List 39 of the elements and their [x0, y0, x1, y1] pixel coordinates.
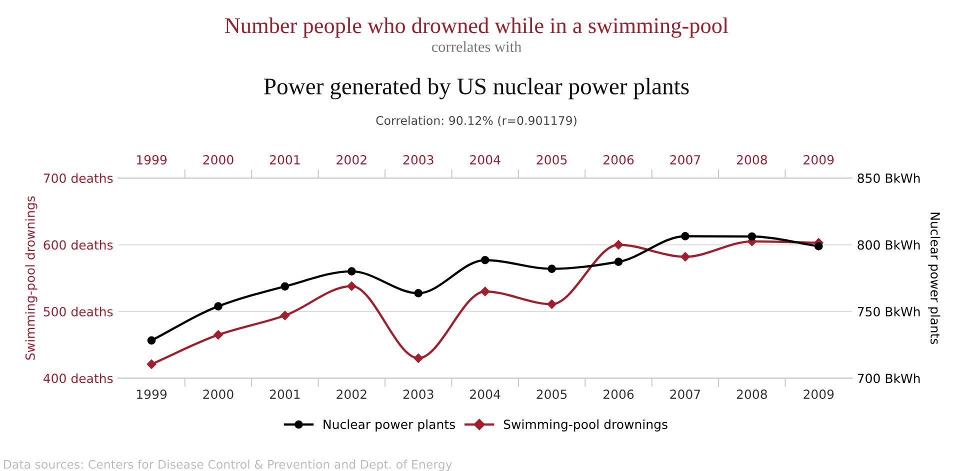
y-axis-title: Swimming-pool drownings — [25, 196, 38, 360]
x-tick-label: 1999 — [136, 390, 167, 399]
y-tick-label: 700 deaths — [44, 173, 113, 183]
x-tick-label: 2008 — [736, 390, 767, 399]
category-label: 2004 — [470, 155, 500, 165]
chart-title: Number people who drowned while in a swimming-pool — [225, 18, 728, 38]
x-tick-label: 2007 — [670, 390, 700, 399]
legend-label: Swimming-pool drownings — [504, 419, 668, 432]
x-tick-label: 2005 — [536, 390, 567, 399]
category-label: 2001 — [270, 155, 300, 165]
text: Data sources: Centers for Disease Control & Prevention and Dept. of Energy — [4, 460, 452, 471]
x-tick-label: 2006 — [604, 390, 634, 399]
x-tick-label: 2000 — [203, 390, 234, 399]
y2-tick-label: 750 BkWh — [858, 306, 920, 316]
category-label: 2000 — [203, 155, 234, 165]
y2-axis-title: Nuclear power plants — [928, 212, 940, 344]
legend-label: Nuclear power plants — [324, 419, 455, 432]
chart-subtitle: correlates with — [432, 41, 522, 52]
x-tick-label: 2009 — [804, 390, 834, 399]
category-label: 2009 — [804, 155, 834, 165]
category-label: 1999 — [136, 155, 167, 165]
category-label: 2005 — [536, 155, 567, 165]
text: Power generated by US nuclear power plants — [264, 78, 689, 100]
y-tick-label: 400 deaths — [43, 373, 113, 384]
category-label: 2007 — [670, 155, 700, 165]
y2-tick-label: 850 BkWh — [858, 173, 920, 183]
category-label: 2006 — [604, 155, 634, 165]
x-tick-label: 2003 — [403, 390, 434, 399]
x-tick-label: 2004 — [470, 390, 500, 399]
text: Correlation: 90.12% (r=0.901179) — [376, 116, 576, 126]
x-tick-label: 2002 — [336, 390, 366, 399]
y2-tick-label: 800 BkWh — [858, 240, 920, 250]
y2-tick-label: 700 BkWh — [858, 373, 920, 384]
category-label: 2002 — [336, 155, 366, 165]
x-tick-label: 2001 — [270, 390, 300, 399]
category-label: 2003 — [403, 155, 434, 165]
category-label: 2008 — [736, 155, 767, 165]
y-tick-label: 600 deaths — [44, 240, 113, 250]
y-tick-label: 500 deaths — [44, 306, 113, 316]
